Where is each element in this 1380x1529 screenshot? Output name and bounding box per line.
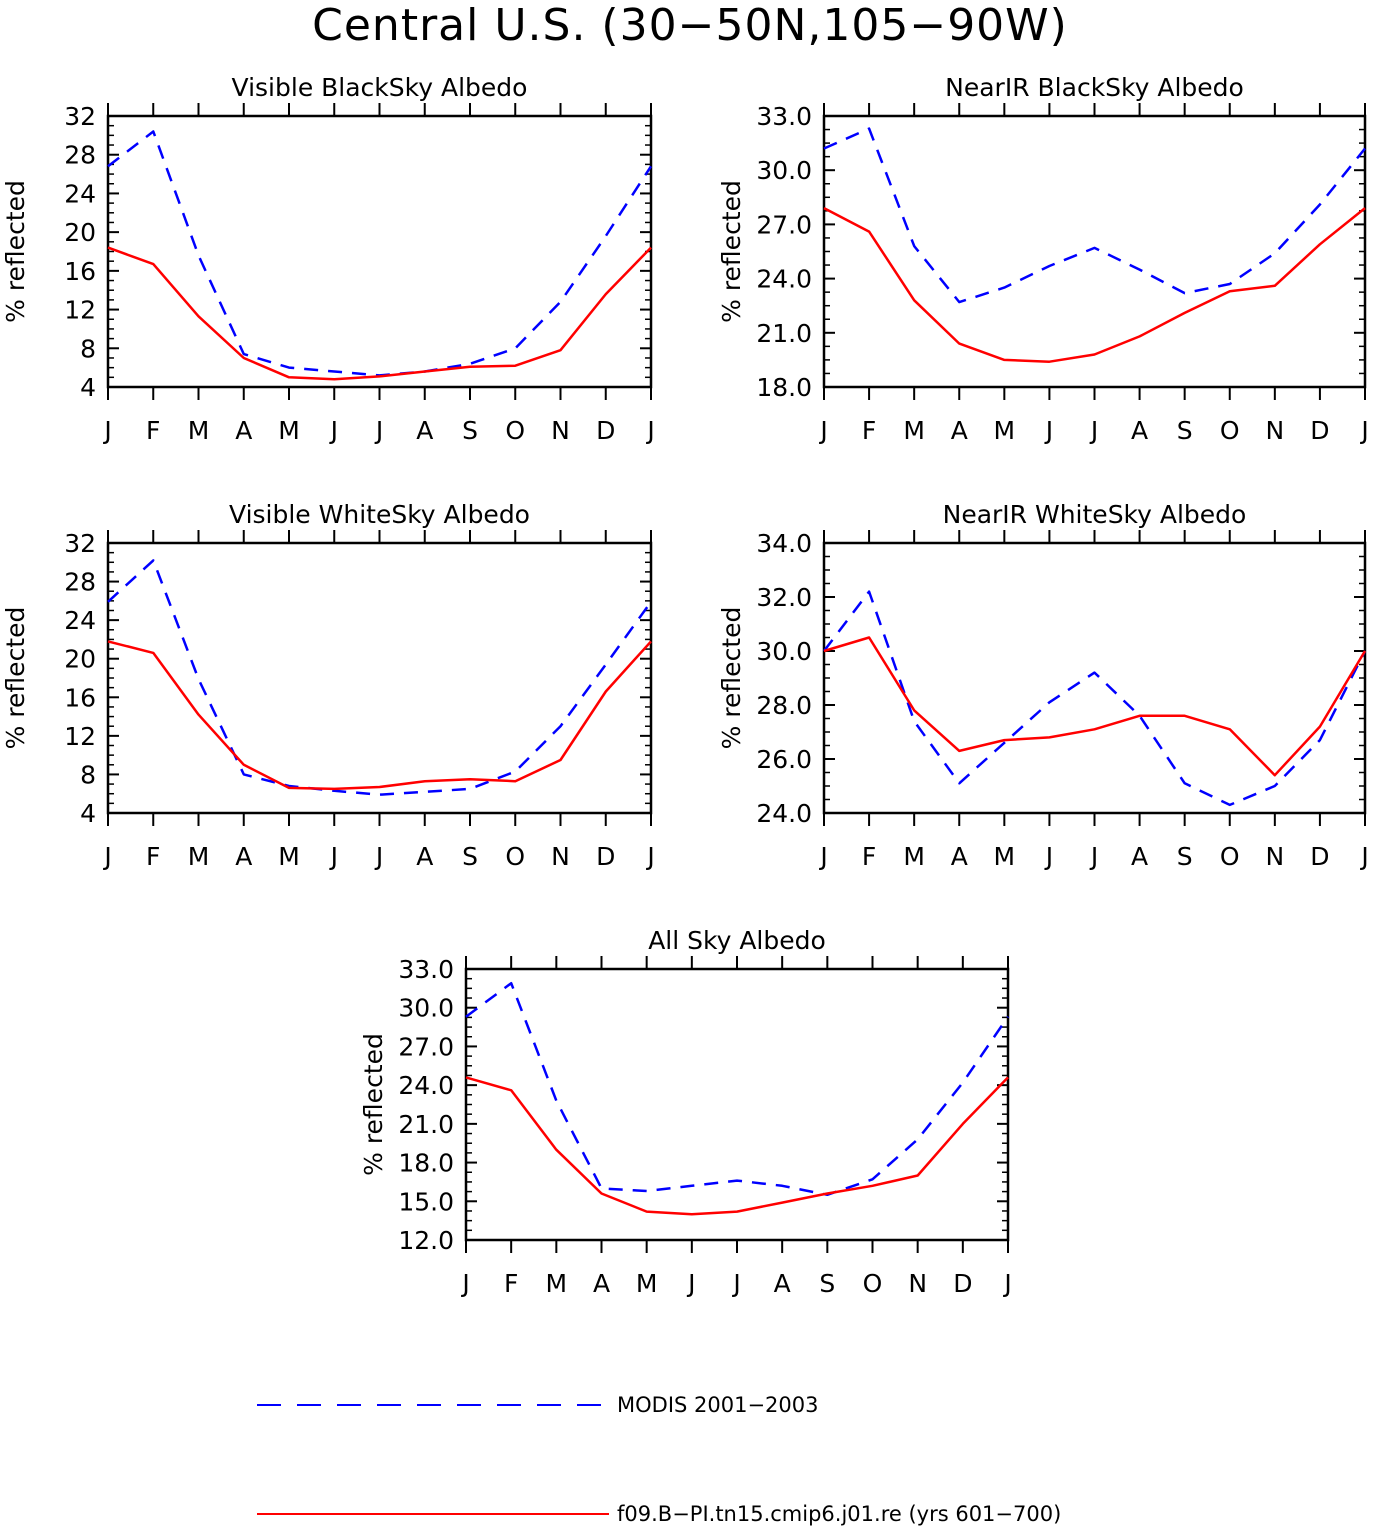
legend-line-modis	[255, 1390, 615, 1420]
x-tick-label: M	[546, 1269, 568, 1298]
y-tick-label: 12.0	[398, 1226, 454, 1255]
series-line-modis	[466, 983, 1008, 1195]
x-tick-label: F	[504, 1269, 518, 1298]
chart-title: All Sky Albedo	[648, 926, 826, 955]
y-tick-label: 27.0	[398, 1032, 454, 1061]
legend-entry-model: f09.B−PI.tn15.cmip6.j01.re (yrs 601−700)	[255, 1499, 1255, 1529]
y-tick-label: 21.0	[398, 1110, 454, 1139]
y-tick-label: 18.0	[398, 1149, 454, 1178]
series-line-model	[466, 1077, 1008, 1214]
y-axis-label: % reflected	[359, 1033, 388, 1176]
x-tick-label: S	[819, 1269, 835, 1298]
legend-label-model: f09.B−PI.tn15.cmip6.j01.re (yrs 601−700)	[617, 1499, 1061, 1529]
y-tick-label: 30.0	[398, 994, 454, 1023]
x-tick-label: J	[1002, 1269, 1011, 1298]
plot-frame	[466, 969, 1008, 1240]
x-tick-label: A	[774, 1269, 791, 1298]
x-tick-label: N	[908, 1269, 927, 1298]
x-tick-label: M	[636, 1269, 658, 1298]
y-tick-label: 24.0	[398, 1071, 454, 1100]
y-tick-label: 33.0	[398, 955, 454, 984]
legend-entry-modis: MODIS 2001−2003	[255, 1390, 1155, 1420]
y-tick-label: 15.0	[398, 1187, 454, 1216]
x-tick-label: A	[593, 1269, 610, 1298]
x-tick-label: J	[460, 1269, 469, 1298]
legend-label-modis: MODIS 2001−2003	[617, 1390, 819, 1420]
x-tick-label: J	[731, 1269, 740, 1298]
x-tick-label: D	[953, 1269, 972, 1298]
x-tick-label: J	[686, 1269, 695, 1298]
legend-line-model	[255, 1499, 615, 1529]
x-tick-label: O	[863, 1269, 883, 1298]
